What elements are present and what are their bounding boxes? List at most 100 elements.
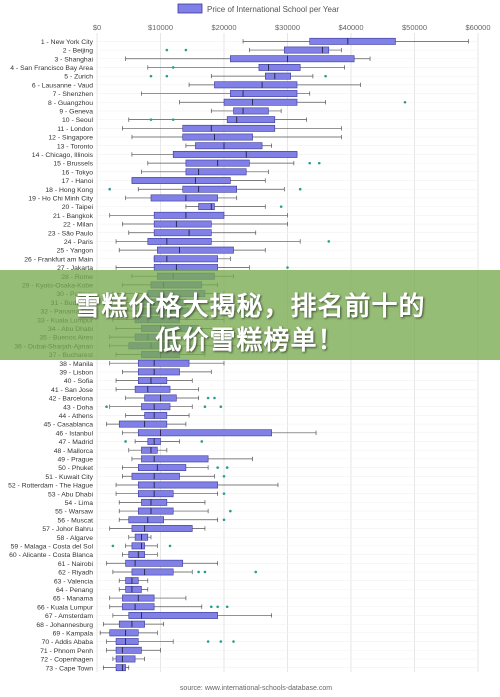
outlier-point [124, 440, 127, 443]
category-label: 50 - Phuket [58, 465, 93, 472]
outlier-point [308, 161, 312, 165]
box-item [118, 498, 206, 506]
outlier-point [222, 518, 226, 522]
outlier-point [197, 570, 200, 574]
box-iqr [109, 629, 139, 637]
category-label: 58 - Algarve [57, 535, 93, 542]
box-iqr [137, 429, 272, 437]
box-item [188, 81, 361, 89]
outlier-point [324, 74, 327, 78]
outlier-point [279, 205, 283, 208]
banner-title-line-1: 雪糕价格大揭秘，排名前十的 [74, 292, 426, 322]
box-item [118, 585, 149, 593]
category-label: 62 - Riyadh [58, 570, 93, 577]
category-label: 13 - Toronto [57, 143, 93, 150]
category-label: 19 - Ho Chi Minh City [28, 196, 93, 203]
box-item [106, 559, 218, 567]
category-label: 65 - Manama [53, 596, 93, 603]
box-iqr [131, 542, 145, 550]
box-iqr [137, 481, 218, 489]
box-iqr [264, 72, 291, 80]
box-iqr [137, 377, 168, 385]
source-note: source: www.international-schools-databa… [180, 685, 332, 692]
outlier-point [171, 118, 175, 121]
category-label: 47 - Madrid [59, 439, 94, 446]
category-label: 10 - Seoul [62, 117, 93, 124]
box-item [122, 464, 229, 472]
box-item [131, 455, 253, 463]
box-item [115, 264, 289, 271]
category-label: 16 - Tokyo [62, 169, 93, 176]
outlier-point [216, 466, 219, 469]
box-item [118, 507, 232, 515]
x-tick-label: $40000 [338, 23, 363, 32]
outlier-point [403, 100, 407, 104]
box-item [185, 142, 272, 150]
box-item [128, 533, 152, 541]
box-item [141, 90, 311, 97]
box-iqr [115, 664, 126, 672]
box-item [112, 612, 272, 619]
box-item [122, 551, 158, 559]
category-label: 22 - Milan [63, 222, 93, 229]
box-item [128, 229, 257, 237]
x-tick-label: $60000 [465, 23, 490, 32]
category-label: 59 - Malaga - Costa del Sol [11, 543, 94, 550]
box-item [125, 411, 190, 419]
box-iqr [128, 516, 164, 524]
box-iqr [258, 64, 301, 71]
box-item [242, 37, 469, 45]
box-item [153, 255, 231, 263]
box-iqr [131, 177, 231, 184]
box-item [125, 394, 216, 402]
box-iqr [150, 194, 218, 202]
category-label: 68 - Johannesburg [36, 622, 93, 629]
box-iqr [172, 151, 298, 158]
box-item [115, 385, 199, 393]
category-label: 24 - Paris [64, 239, 94, 246]
box-iqr [233, 107, 269, 115]
box-iqr [141, 455, 209, 463]
outlier-point [168, 544, 172, 548]
category-label: 73 - Cape Town [46, 665, 94, 672]
box-item [122, 429, 317, 437]
category-label: 26 - Frankfurt am Main [24, 256, 93, 263]
category-label: 55 - Warsaw [55, 509, 93, 516]
category-label: 57 - Johor Bahru [42, 526, 93, 533]
outlier-point [298, 187, 302, 191]
outlier-point [165, 48, 169, 52]
box-iqr [214, 81, 298, 89]
box-iqr [125, 559, 184, 567]
box-iqr [226, 116, 276, 124]
box-iqr [230, 90, 298, 97]
category-label: 25 - Yangon [57, 248, 94, 255]
category-label: 9 - Geneva [59, 109, 93, 116]
box-item [111, 542, 172, 550]
category-label: 6 - Lausanne - Vaud [32, 82, 93, 89]
category-label: 14 - Chicago, Illinois [32, 152, 94, 159]
box-iqr [144, 411, 168, 419]
box-item [128, 116, 307, 124]
box-iqr [141, 403, 171, 411]
box-item [109, 525, 206, 532]
outlier-point [225, 605, 229, 609]
outlier-point [184, 48, 188, 52]
box-item [102, 664, 130, 672]
box-iqr [128, 612, 218, 619]
box-item [210, 107, 282, 115]
box-iqr [131, 472, 180, 480]
box-iqr [137, 359, 190, 367]
title-banner: 雪糕价格大揭秘，排名前十的 低价雪糕榜单！ [0, 270, 500, 360]
box-iqr [182, 133, 253, 141]
outlier-point [203, 405, 207, 408]
outlier-point [149, 118, 153, 121]
box-item [109, 359, 225, 367]
category-label: 15 - Brussels [53, 161, 93, 168]
box-item [125, 194, 238, 202]
box-iqr [153, 220, 212, 228]
category-label: 49 - Prague [57, 456, 93, 463]
box-iqr [147, 237, 212, 245]
x-axis-tick-labels: $0 $10000 $20000 $30000 $40000 $50000 $60000 [93, 23, 491, 32]
box-item [147, 159, 321, 167]
outlier-point [111, 544, 115, 548]
